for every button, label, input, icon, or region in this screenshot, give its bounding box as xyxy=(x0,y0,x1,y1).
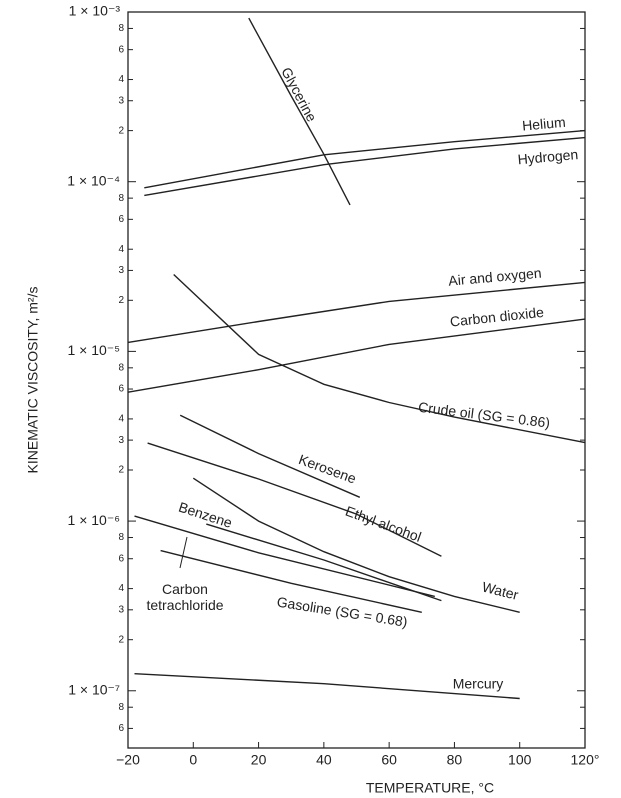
y-tick-label: 4 xyxy=(118,583,124,594)
y-tick-label: 1 × 10⁻⁶ xyxy=(68,512,120,528)
series-label: Hydrogen xyxy=(517,146,579,167)
series-line xyxy=(144,136,586,197)
series-line xyxy=(127,281,586,344)
y-tick-label: 1 × 10⁻⁴ xyxy=(67,172,120,188)
y-tick-label: 4 xyxy=(118,74,124,85)
series-label: Gasoline (SG = 0.68) xyxy=(276,594,409,630)
series-line xyxy=(160,549,422,613)
y-tick-label: 2 xyxy=(118,295,124,306)
y-tick-label: 8 xyxy=(118,532,124,543)
series-line xyxy=(134,515,435,598)
y-tick-label: 2 xyxy=(118,125,124,136)
series-label: Kerosene xyxy=(297,451,359,487)
x-axis-title: TEMPERATURE, °C xyxy=(366,780,494,796)
series-line xyxy=(134,673,520,700)
series-line xyxy=(179,414,361,498)
series-label: Glycerine xyxy=(278,65,320,125)
x-tick-label: 20 xyxy=(251,752,267,768)
y-axis-title: KINEMATIC VISCOSITY, m²/s xyxy=(25,287,41,474)
y-tick-label: 6 xyxy=(118,384,124,395)
series-label: Ethyl alcohol xyxy=(343,503,423,545)
x-tick-label: 0 xyxy=(189,752,197,768)
series-line xyxy=(127,318,586,393)
y-tick-label: 6 xyxy=(118,214,124,225)
x-tick-label: −20 xyxy=(116,752,140,768)
y-tick-label: 6 xyxy=(118,553,124,564)
x-tick-label: 100 xyxy=(508,752,532,768)
series-line xyxy=(192,477,520,613)
series-label: Mercury xyxy=(453,676,504,692)
x-tick-label: 40 xyxy=(316,752,332,768)
y-tick-label: 3 xyxy=(118,95,124,106)
y-tick-label: 8 xyxy=(118,23,124,34)
series-line xyxy=(147,442,442,557)
y-tick-label: 4 xyxy=(118,244,124,255)
y-tick-label: 8 xyxy=(118,702,124,713)
pointer-line xyxy=(179,536,188,569)
series-line xyxy=(173,273,586,444)
series-label: Helium xyxy=(521,114,566,134)
y-tick-label: 6 xyxy=(118,44,124,55)
series-line xyxy=(206,523,442,602)
series-label: Air and oxygen xyxy=(448,265,542,289)
x-tick-label: 60 xyxy=(381,752,397,768)
y-tick-label: 8 xyxy=(118,362,124,373)
y-tick-label: 1 × 10⁻⁵ xyxy=(67,342,120,358)
series-label: Benzene xyxy=(177,499,235,531)
y-tick-label: 3 xyxy=(118,604,124,615)
series-label: Water xyxy=(481,579,521,604)
y-tick-label: 8 xyxy=(118,193,124,204)
y-tick-label: 1 × 10⁻⁷ xyxy=(68,681,120,697)
y-tick-label: 6 xyxy=(118,723,124,734)
y-tick-label: 3 xyxy=(118,435,124,446)
series-label: Carbon tetrachloride xyxy=(146,581,223,613)
y-tick-label: 3 xyxy=(118,265,124,276)
plot-frame xyxy=(127,11,586,749)
x-tick-label: 120° xyxy=(571,752,600,768)
series-line xyxy=(144,129,586,189)
y-tick-label: 4 xyxy=(118,414,124,425)
y-tick-label: 2 xyxy=(118,634,124,645)
y-tick-label: 2 xyxy=(118,465,124,476)
series-line xyxy=(248,17,351,206)
series-label: Crude oil (SG = 0.86) xyxy=(417,399,551,431)
x-tick-label: 80 xyxy=(447,752,463,768)
y-tick-label: 1 × 10⁻³ xyxy=(69,3,121,19)
